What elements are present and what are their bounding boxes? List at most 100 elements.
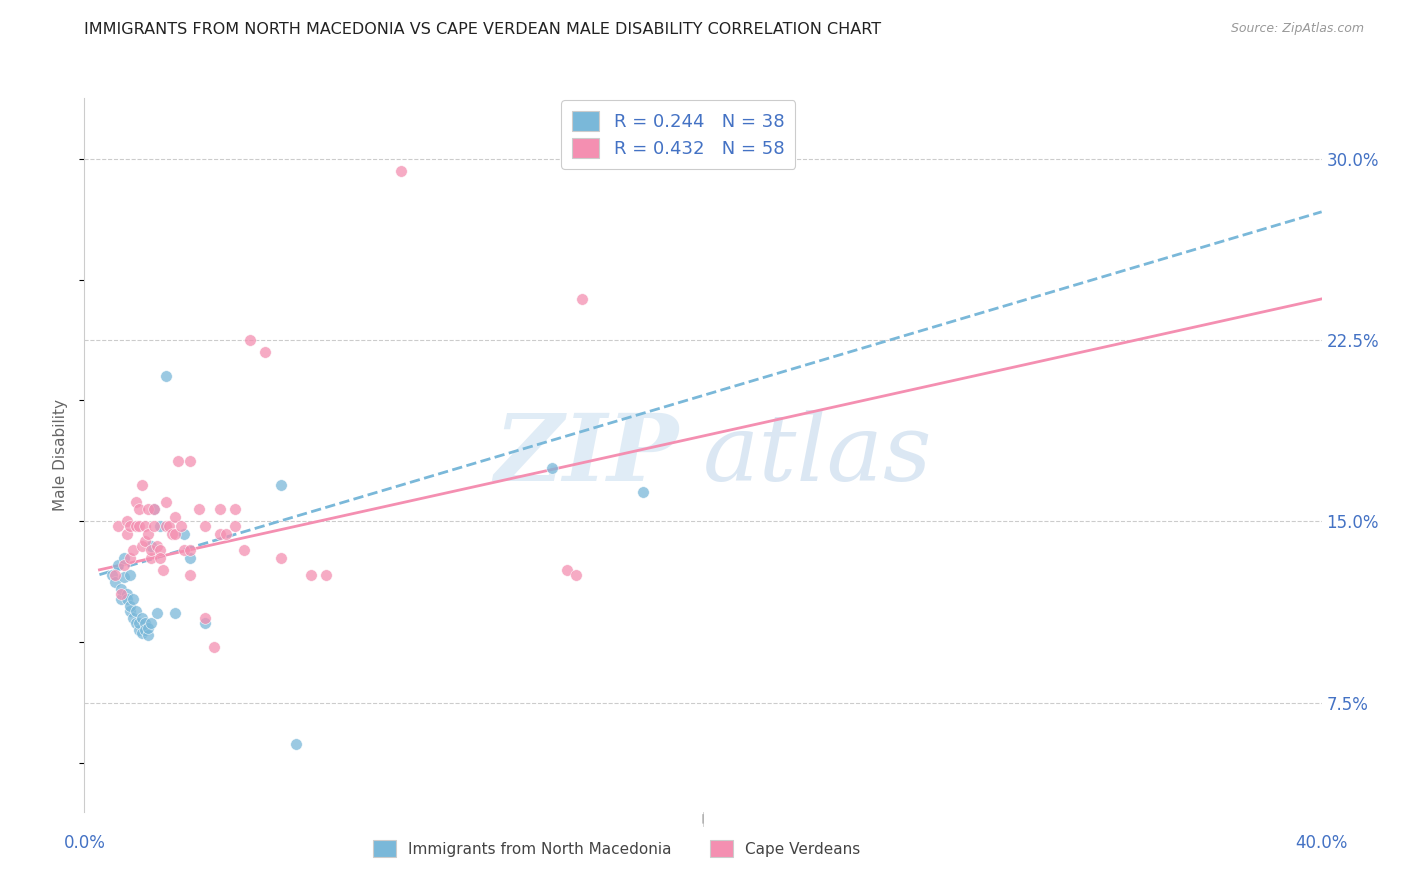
Point	[107, 558, 129, 572]
Point	[131, 625, 153, 640]
Point	[118, 519, 141, 533]
Point	[155, 519, 177, 533]
Point	[115, 526, 138, 541]
Point	[124, 615, 146, 630]
Text: Source: ZipAtlas.com: Source: ZipAtlas.com	[1230, 22, 1364, 36]
Point	[136, 502, 159, 516]
Point	[224, 519, 246, 533]
Point	[110, 587, 132, 601]
Point	[118, 599, 141, 613]
Point	[118, 604, 141, 618]
Point	[157, 519, 180, 533]
Point	[118, 567, 141, 582]
Point	[194, 519, 217, 533]
Point	[233, 543, 256, 558]
Point	[239, 333, 262, 347]
Point	[270, 550, 292, 565]
Point	[103, 567, 125, 582]
Point	[112, 550, 135, 565]
Point	[131, 539, 153, 553]
Point	[315, 567, 337, 582]
Point	[124, 495, 146, 509]
Point	[149, 543, 172, 558]
Point	[103, 574, 125, 589]
Point	[389, 163, 412, 178]
Point	[631, 485, 654, 500]
Point	[110, 582, 132, 597]
Point	[139, 550, 162, 565]
Point	[173, 543, 195, 558]
Point	[284, 737, 307, 751]
Point	[128, 624, 150, 638]
Point	[541, 461, 564, 475]
Point	[139, 543, 162, 558]
Point	[224, 502, 246, 516]
Point	[128, 519, 150, 533]
Point	[115, 587, 138, 601]
Point	[202, 640, 225, 655]
Point	[136, 526, 159, 541]
Point	[170, 519, 193, 533]
Point	[194, 615, 217, 630]
Point	[136, 628, 159, 642]
Point	[299, 567, 322, 582]
Point	[160, 526, 183, 541]
Point	[112, 558, 135, 572]
Text: atlas: atlas	[703, 410, 932, 500]
Point	[173, 526, 195, 541]
Point	[179, 543, 201, 558]
Point	[124, 519, 146, 533]
Point	[115, 515, 138, 529]
Point	[134, 624, 156, 638]
Point	[209, 526, 232, 541]
Point	[188, 502, 211, 516]
Point	[215, 526, 238, 541]
Point	[124, 604, 146, 618]
Point	[146, 607, 169, 621]
Point	[107, 519, 129, 533]
Point	[555, 563, 578, 577]
Point	[100, 567, 122, 582]
Text: IMMIGRANTS FROM NORTH MACEDONIA VS CAPE VERDEAN MALE DISABILITY CORRELATION CHAR: IMMIGRANTS FROM NORTH MACEDONIA VS CAPE …	[84, 22, 882, 37]
Point	[121, 543, 143, 558]
Point	[152, 563, 174, 577]
Point	[270, 478, 292, 492]
Point	[121, 591, 143, 606]
Point	[163, 607, 186, 621]
Point	[139, 539, 162, 553]
Point	[134, 519, 156, 533]
Point	[134, 533, 156, 548]
Point	[128, 615, 150, 630]
Point	[179, 454, 201, 468]
Point	[139, 615, 162, 630]
Point	[131, 611, 153, 625]
Point	[179, 550, 201, 565]
Point	[146, 539, 169, 553]
Point	[149, 550, 172, 565]
Point	[163, 526, 186, 541]
Point	[110, 591, 132, 606]
Point	[142, 519, 165, 533]
Point	[155, 495, 177, 509]
Point	[142, 502, 165, 516]
Text: ZIP: ZIP	[494, 410, 678, 500]
Point	[128, 502, 150, 516]
Point	[136, 621, 159, 635]
Y-axis label: Male Disability: Male Disability	[53, 399, 69, 511]
Point	[167, 454, 190, 468]
Point	[179, 567, 201, 582]
Point	[118, 550, 141, 565]
Point	[209, 502, 232, 516]
Point	[254, 345, 277, 359]
Point	[571, 292, 593, 306]
Legend: Immigrants from North Macedonia, Cape Verdeans: Immigrants from North Macedonia, Cape Ve…	[366, 833, 868, 864]
Point	[155, 369, 177, 384]
Point	[163, 509, 186, 524]
Point	[142, 502, 165, 516]
Point	[115, 591, 138, 606]
Point	[149, 519, 172, 533]
Point	[565, 567, 588, 582]
Point	[134, 615, 156, 630]
Text: 40.0%: 40.0%	[1295, 834, 1348, 852]
Point	[121, 611, 143, 625]
